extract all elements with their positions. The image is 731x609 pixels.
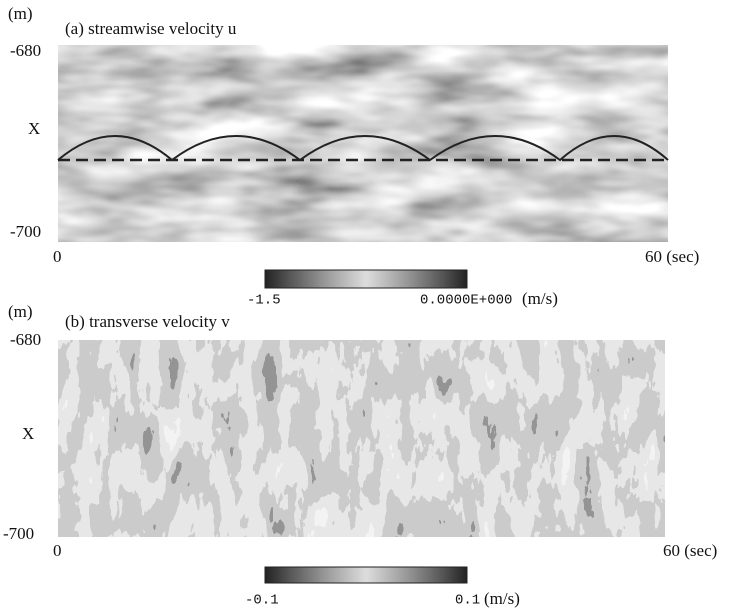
colorbar-unit: (m/s) — [484, 589, 520, 608]
y-label: -700 — [3, 524, 34, 543]
colorbar — [264, 269, 468, 289]
x-label: 0 — [53, 247, 62, 266]
arcs — [57, 135, 669, 162]
colorbar-unit: (m/s) — [522, 289, 558, 308]
unit-label: (m) — [8, 302, 33, 321]
colorbar-label: -1.5 — [247, 293, 281, 309]
colorbar-label: 0.0000E+000 — [420, 293, 512, 309]
panel-title: (a) streamwise velocity u — [65, 19, 237, 38]
unit-label: (m) — [8, 4, 33, 23]
x-label: 0 — [53, 541, 62, 560]
heatmap — [58, 340, 665, 537]
y-label: -680 — [10, 330, 41, 349]
colorbar — [264, 566, 468, 584]
y-label: X — [28, 119, 40, 138]
colorbar-label: 0.1 — [455, 593, 480, 609]
colorbar-label: -0.1 — [245, 593, 279, 609]
heatmap — [58, 45, 668, 242]
y-label: X — [22, 424, 34, 443]
y-label: -680 — [10, 41, 41, 60]
x-label: 60 (sec) — [663, 541, 717, 560]
y-label: -700 — [10, 222, 41, 241]
panel-title: (b) transverse velocity v — [65, 312, 230, 331]
x-label: 60 (sec) — [645, 247, 699, 266]
